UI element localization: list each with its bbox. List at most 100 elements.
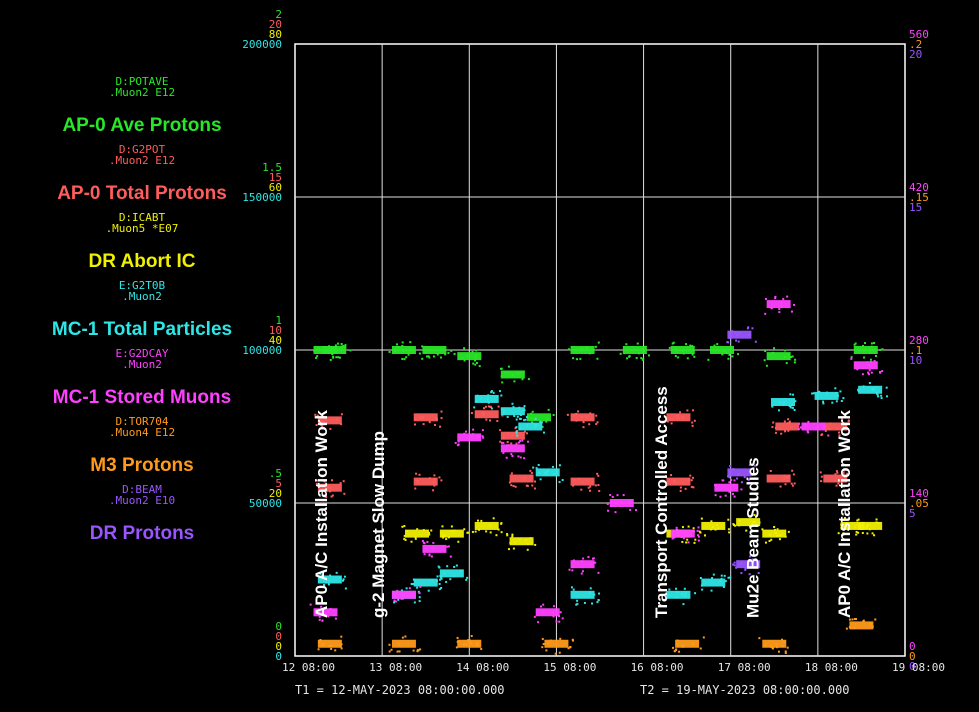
- data-point-scatter: [764, 350, 767, 353]
- data-point-scatter: [771, 351, 774, 354]
- data-point-scatter: [525, 432, 528, 435]
- data-point-scatter: [444, 353, 447, 356]
- data-point-scatter: [512, 547, 515, 550]
- series-mc-1-total-particles: [317, 382, 888, 606]
- data-point-scatter: [731, 355, 734, 358]
- data-point-scatter: [679, 486, 682, 489]
- data-point-scatter: [791, 406, 794, 409]
- series-m3-protons: [317, 618, 877, 655]
- data-point-scatter: [572, 588, 575, 591]
- data-point-scatter: [682, 537, 685, 540]
- data-point: [736, 518, 761, 527]
- data-point-scatter: [482, 413, 485, 416]
- data-point-scatter: [598, 489, 601, 492]
- data-point-scatter: [572, 484, 575, 487]
- data-point-scatter: [512, 406, 515, 409]
- data-point-scatter: [738, 519, 741, 522]
- data-point-scatter: [542, 643, 545, 646]
- data-point-scatter: [449, 555, 452, 558]
- data-point-scatter: [640, 357, 643, 360]
- data-point-scatter: [628, 355, 631, 358]
- data-point-scatter: [456, 636, 459, 639]
- data-point-scatter: [513, 380, 516, 383]
- data-point: [670, 529, 695, 538]
- data-point-scatter: [717, 527, 720, 530]
- data-point-scatter: [476, 641, 479, 644]
- data-point-scatter: [475, 361, 478, 364]
- data-point-scatter: [870, 342, 873, 345]
- data-point-scatter: [402, 350, 405, 353]
- data-point-scatter: [558, 615, 561, 618]
- data-point-scatter: [753, 514, 756, 517]
- left-axis-tick-label: 40: [269, 334, 282, 347]
- data-point-scatter: [596, 601, 599, 604]
- data-point-scatter: [710, 589, 713, 592]
- data-point-scatter: [537, 621, 540, 624]
- data-point: [570, 346, 595, 354]
- data-point-scatter: [768, 533, 771, 536]
- data-point-scatter: [692, 641, 695, 644]
- data-point: [766, 352, 791, 361]
- data-point-scatter: [502, 409, 505, 412]
- data-point-scatter: [737, 340, 740, 343]
- data-point-scatter: [575, 419, 578, 422]
- data-point-scatter: [442, 535, 445, 538]
- data-point-scatter: [515, 426, 518, 429]
- data-point-scatter: [515, 430, 518, 433]
- data-point-scatter: [475, 644, 478, 647]
- data-point-scatter: [867, 373, 870, 376]
- data-point-scatter: [869, 360, 872, 363]
- data-point-scatter: [476, 643, 479, 646]
- data-point-scatter: [826, 391, 829, 394]
- data-point-scatter: [508, 372, 511, 375]
- data-point-scatter: [779, 301, 782, 304]
- data-point-scatter: [728, 481, 731, 484]
- data-point-scatter: [506, 444, 509, 447]
- data-point-scatter: [668, 346, 671, 349]
- data-point-scatter: [502, 441, 505, 444]
- data-point-scatter: [824, 429, 827, 432]
- data-point-scatter: [428, 533, 431, 536]
- data-point-scatter: [666, 420, 669, 423]
- data-point-scatter: [552, 413, 555, 416]
- data-point-scatter: [447, 536, 450, 539]
- data-point-scatter: [714, 528, 717, 531]
- data-point-scatter: [784, 535, 787, 538]
- data-point-scatter: [782, 298, 785, 301]
- data-point-scatter: [685, 541, 688, 544]
- data-point-scatter: [774, 531, 777, 534]
- data-point-scatter: [816, 425, 819, 428]
- data-point: [714, 483, 739, 492]
- data-point-scatter: [553, 605, 556, 608]
- data-point-scatter: [342, 345, 345, 348]
- data-point-scatter: [740, 481, 743, 484]
- data-point-scatter: [850, 357, 853, 360]
- data-point-scatter: [478, 365, 481, 368]
- data-point-scatter: [790, 482, 793, 485]
- data-point: [413, 477, 438, 486]
- data-point: [422, 346, 447, 354]
- data-point-scatter: [834, 387, 837, 390]
- data-point-scatter: [834, 480, 837, 483]
- legend-series-name: AP-0 Total Protons: [57, 183, 227, 204]
- data-point-scatter: [316, 414, 319, 417]
- data-point-scatter: [581, 347, 584, 350]
- data-point-scatter: [412, 592, 415, 595]
- data-point-scatter: [771, 426, 774, 429]
- data-point-scatter: [636, 342, 639, 345]
- data-point-scatter: [840, 523, 843, 526]
- data-point-scatter: [690, 485, 693, 488]
- data-point-scatter: [881, 370, 884, 373]
- data-point-scatter: [842, 397, 845, 400]
- data-point-scatter: [699, 647, 702, 650]
- data-point-scatter: [316, 355, 319, 358]
- data-point-scatter: [519, 440, 522, 443]
- data-point-scatter: [678, 650, 681, 653]
- data-point-scatter: [480, 519, 483, 522]
- data-point-scatter: [746, 327, 749, 330]
- data-point-scatter: [418, 596, 421, 599]
- data-point-scatter: [507, 548, 510, 551]
- data-point: [413, 413, 438, 422]
- data-point-scatter: [315, 608, 318, 611]
- data-point-scatter: [323, 480, 326, 483]
